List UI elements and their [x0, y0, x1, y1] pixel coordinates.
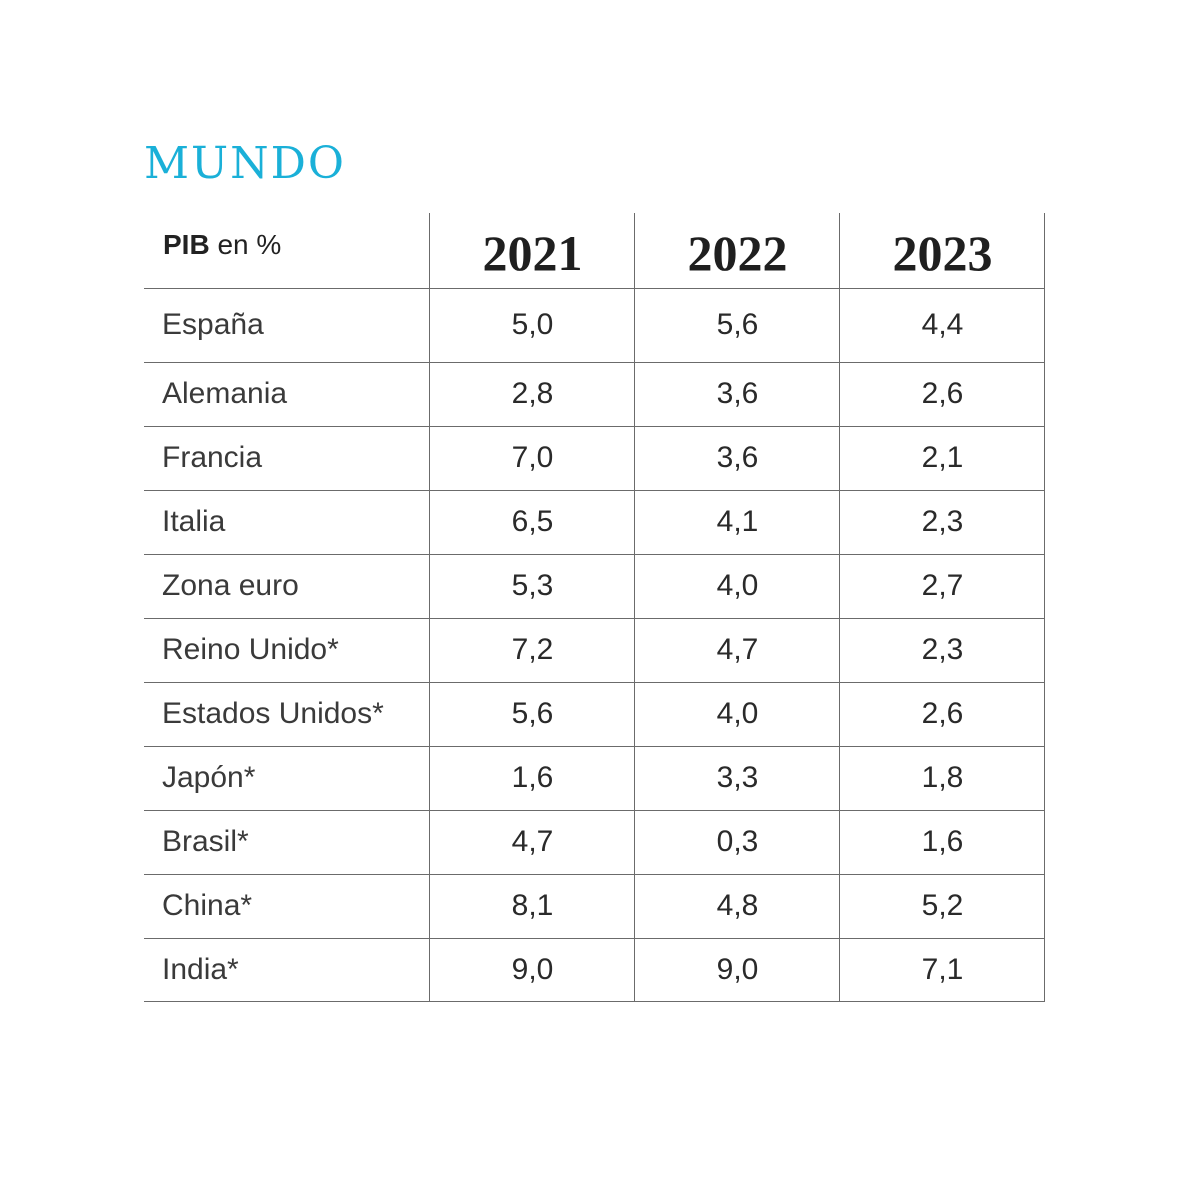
gdp-value-2023: 2,6 [921, 377, 964, 410]
gdp-value-2021: 9,0 [511, 953, 554, 986]
unit-label: PIB en % [163, 231, 281, 259]
column-divider [634, 213, 635, 1002]
gdp-value-2023: 2,6 [921, 697, 964, 730]
gdp-value-2022: 5,6 [716, 308, 759, 341]
country-name: Japón* [162, 761, 256, 794]
gdp-value-2023: 2,3 [921, 633, 964, 666]
year-header-2023: 2023 [892, 225, 993, 281]
gdp-value-2022: 9,0 [716, 953, 759, 986]
country-name: Reino Unido* [162, 633, 339, 666]
gdp-value-2021: 1,6 [511, 761, 554, 794]
year-header-2021: 2021 [482, 225, 583, 281]
gdp-value-2022: 4,8 [716, 889, 759, 922]
table-row: Estados Unidos* 5,6 4,0 2,6 [144, 682, 1045, 746]
country-name: Alemania [162, 377, 288, 410]
table-header: PIB en % 2021 2022 2023 [144, 213, 1045, 288]
gdp-value-2022: 4,0 [716, 697, 759, 730]
table-row: España 5,0 5,6 4,4 [144, 288, 1045, 362]
gdp-value-2022: 4,7 [716, 633, 759, 666]
country-name: Brasil* [162, 825, 249, 858]
table-row: India* 9,0 9,0 7,1 [144, 938, 1045, 1002]
gdp-value-2021: 4,7 [511, 825, 554, 858]
table-row: Alemania 2,8 3,6 2,6 [144, 362, 1045, 426]
gdp-value-2023: 2,7 [921, 569, 964, 602]
gdp-value-2021: 5,0 [511, 308, 554, 341]
country-name: Estados Unidos* [162, 697, 384, 730]
table-title: MUNDO [144, 138, 346, 189]
country-name: Francia [162, 441, 263, 474]
table-row: Japón* 1,6 3,3 1,8 [144, 746, 1045, 810]
column-divider [1044, 213, 1045, 1002]
table-row: Brasil* 4,7 0,3 1,6 [144, 810, 1045, 874]
gdp-value-2022: 4,0 [716, 569, 759, 602]
gdp-value-2023: 1,8 [921, 761, 964, 794]
country-name: Italia [162, 505, 226, 538]
gdp-value-2023: 2,3 [921, 505, 964, 538]
gdp-value-2023: 1,6 [921, 825, 964, 858]
gdp-value-2023: 4,4 [921, 308, 964, 341]
table-row: China* 8,1 4,8 5,2 [144, 874, 1045, 938]
gdp-value-2021: 7,0 [511, 441, 554, 474]
table-row: Italia 6,5 4,1 2,3 [144, 490, 1045, 554]
gdp-value-2021: 5,6 [511, 697, 554, 730]
gdp-value-2022: 3,6 [716, 377, 759, 410]
unit-label-rest: en % [209, 229, 282, 260]
country-name: España [162, 308, 264, 341]
country-name: India* [162, 953, 239, 986]
gdp-value-2022: 0,3 [716, 825, 759, 858]
gdp-value-2021: 5,3 [511, 569, 554, 602]
unit-label-bold: PIB [163, 229, 210, 260]
year-header-2022: 2022 [687, 225, 788, 281]
country-name: Zona euro [162, 569, 299, 602]
gdp-value-2021: 8,1 [511, 889, 554, 922]
column-divider [429, 213, 430, 1002]
gdp-value-2022: 3,3 [716, 761, 759, 794]
column-divider [839, 213, 840, 1002]
table-row: Zona euro 5,3 4,0 2,7 [144, 554, 1045, 618]
gdp-value-2021: 7,2 [511, 633, 554, 666]
gdp-value-2023: 7,1 [921, 953, 964, 986]
gdp-value-2021: 2,8 [511, 377, 554, 410]
gdp-value-2023: 5,2 [921, 889, 964, 922]
country-name: China* [162, 889, 253, 922]
table-row: Reino Unido* 7,2 4,7 2,3 [144, 618, 1045, 682]
table-row: Francia 7,0 3,6 2,1 [144, 426, 1045, 490]
gdp-value-2023: 2,1 [921, 441, 964, 474]
gdp-value-2021: 6,5 [511, 505, 554, 538]
gdp-value-2022: 4,1 [716, 505, 759, 538]
gdp-value-2022: 3,6 [716, 441, 759, 474]
